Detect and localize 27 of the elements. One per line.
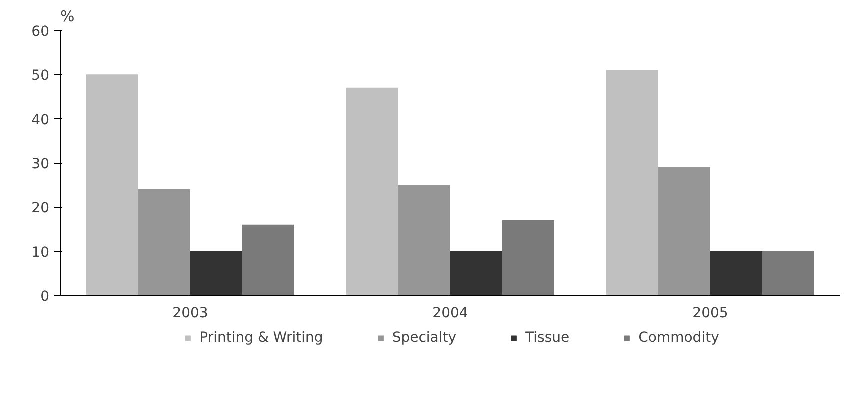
x-tick-label: 2004 xyxy=(432,306,468,322)
bar xyxy=(606,70,658,296)
y-tick-label: 60 xyxy=(32,24,50,40)
y-axis-title: % xyxy=(60,8,75,26)
legend-label: Specialty xyxy=(392,330,457,346)
bar xyxy=(502,220,554,296)
bar xyxy=(86,74,138,296)
bar xyxy=(658,167,710,296)
bar xyxy=(398,185,450,296)
y-tick-label: 30 xyxy=(32,156,50,172)
y-tick-label: 20 xyxy=(32,200,50,217)
bar xyxy=(346,88,398,296)
y-tick-label: 0 xyxy=(40,289,50,305)
y-tick-label: 50 xyxy=(32,68,50,84)
bar xyxy=(242,224,294,296)
bar xyxy=(190,251,242,296)
legend-label: Commodity xyxy=(638,330,720,346)
legend-label: Printing & Writing xyxy=(200,330,324,346)
legend-label: Tissue xyxy=(526,330,570,346)
bar xyxy=(762,251,814,296)
bar xyxy=(138,190,190,296)
y-tick-label: 40 xyxy=(32,112,50,128)
bar xyxy=(710,251,762,296)
x-tick-label: 2005 xyxy=(692,306,728,322)
x-tick-label: 2003 xyxy=(172,306,208,322)
y-tick-label: 10 xyxy=(32,244,50,261)
bar xyxy=(450,251,502,296)
